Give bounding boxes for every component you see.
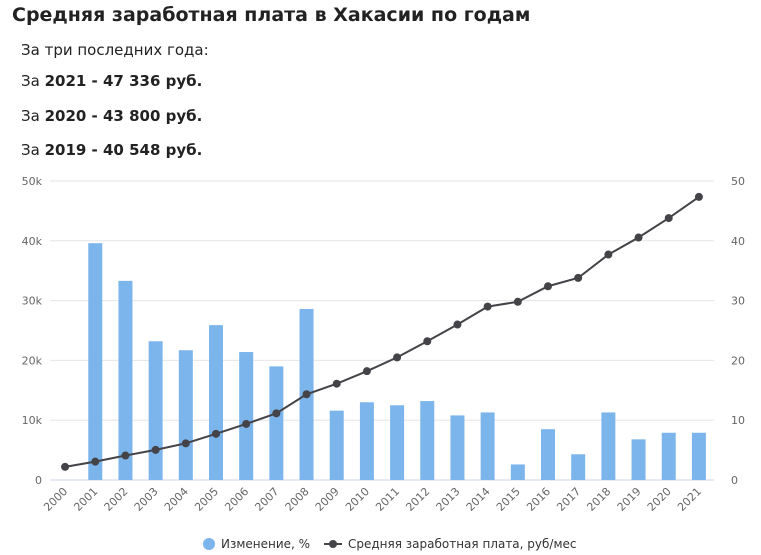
bar-2001[interactable] (88, 243, 103, 480)
x-tick-label: 2013 (434, 485, 463, 514)
bar-2009[interactable] (329, 410, 344, 480)
x-tick-label: 2008 (283, 485, 312, 514)
bar-2014[interactable] (480, 412, 495, 480)
y-right-tick-label: 10 (731, 414, 745, 427)
summary-line-2021: За 2021 - 47 336 руб. (21, 72, 203, 90)
summary-year: 2019 (44, 141, 87, 159)
line-series (61, 192, 703, 471)
x-tick-label: 2009 (313, 485, 342, 514)
x-tick-label: 2018 (584, 485, 613, 514)
salary-line (64, 196, 700, 468)
y-left-tick-label: 10k (22, 414, 43, 427)
salary-point-2015[interactable] (513, 297, 522, 306)
bar-2012[interactable] (420, 401, 435, 480)
bar-2005[interactable] (209, 325, 223, 480)
salary-point-2008[interactable] (302, 390, 311, 399)
salary-point-2002[interactable] (121, 451, 130, 460)
page-title: Средняя заработная плата в Хакасии по го… (12, 4, 531, 26)
legend-bar-marker[interactable] (203, 538, 215, 550)
salary-point-2019[interactable] (634, 233, 643, 242)
bar-2011[interactable] (390, 405, 405, 480)
x-tick-label: 2014 (464, 485, 493, 514)
bar-2016[interactable] (541, 429, 555, 480)
bar-2006[interactable] (239, 352, 254, 480)
salary-point-2016[interactable] (544, 282, 552, 291)
x-tick-label: 2011 (373, 485, 402, 514)
y-left-tick-label: 30k (22, 295, 43, 308)
salary-point-2003[interactable] (151, 445, 160, 454)
legend-line-dot[interactable] (329, 540, 337, 548)
summary-intro: За три последних года: (21, 41, 209, 59)
salary-point-2005[interactable] (212, 429, 220, 438)
y-right-tick-label: 40 (731, 235, 745, 248)
x-tick-label: 2021 (675, 485, 704, 514)
x-tick-label: 2004 (162, 485, 191, 514)
summary-value: 47 336 руб. (103, 72, 203, 90)
x-tick-label: 2019 (615, 485, 644, 514)
x-tick-label: 2000 (41, 485, 70, 514)
bar-2010[interactable] (359, 402, 374, 480)
x-tick-label: 2001 (71, 485, 100, 514)
y-left-tick-label: 20k (22, 354, 43, 367)
salary-point-2009[interactable] (332, 379, 341, 388)
x-tick-label: 2005 (192, 485, 221, 514)
legend-bar-label[interactable]: Изменение, % (221, 537, 310, 551)
bar-2017[interactable] (571, 454, 586, 480)
summary-line-2019: За 2019 - 40 548 руб. (21, 141, 203, 159)
summary-line-2020: За 2020 - 43 800 руб. (21, 107, 203, 125)
bar-2003[interactable] (148, 341, 163, 480)
summary-year: 2020 (44, 107, 87, 125)
summary-year: 2021 (44, 72, 87, 90)
y-right-tick-label: 50 (731, 175, 745, 188)
salary-point-2021[interactable] (694, 192, 703, 201)
bar-2020[interactable] (661, 432, 676, 480)
salary-point-2011[interactable] (393, 353, 402, 362)
bar-2018[interactable] (601, 412, 616, 480)
summary-value: 40 548 руб. (103, 141, 203, 159)
bar-2015[interactable] (510, 464, 525, 480)
salary-point-2010[interactable] (362, 367, 371, 376)
salary-point-2020[interactable] (664, 214, 673, 223)
x-tick-label: 2006 (222, 485, 251, 514)
y-right-tick-label: 30 (731, 295, 745, 308)
salary-point-2014[interactable] (483, 302, 492, 311)
x-tick-label: 2020 (645, 485, 674, 514)
summary-value: 43 800 руб. (103, 107, 203, 125)
y-left-tick-label: 0 (35, 474, 42, 487)
bar-2004[interactable] (178, 350, 193, 480)
salary-point-2013[interactable] (453, 320, 462, 329)
bar-2021[interactable] (691, 432, 706, 480)
x-tick-label: 2010 (343, 485, 372, 514)
x-tick-label: 2015 (494, 485, 523, 514)
bar-2019[interactable] (631, 439, 646, 480)
x-tick-label: 2002 (102, 485, 131, 514)
x-tick-label: 2016 (524, 485, 553, 514)
x-axis-labels: 2000 2001 2002 2003 2004 2005 2006 2007 2008 2009… (41, 485, 704, 514)
y-right-tick-label: 0 (731, 474, 738, 487)
salary-point-2004[interactable] (181, 439, 190, 448)
salary-point-2001[interactable] (91, 457, 100, 466)
salary-point-2018[interactable] (604, 250, 613, 259)
y-axis-left: 0 10k 20k 30k 40k 50k (22, 175, 43, 487)
bar-2002[interactable] (118, 280, 133, 480)
bar-series (88, 243, 706, 480)
y-left-tick-label: 40k (22, 235, 43, 248)
x-tick-label: 2017 (554, 485, 583, 514)
bar-2013[interactable] (450, 415, 465, 480)
salary-point-2007[interactable] (272, 409, 281, 418)
x-tick-label: 2007 (252, 485, 281, 514)
y-axis-right: 0 10 20 30 40 50 (731, 175, 745, 487)
bar-2007[interactable] (269, 366, 284, 480)
salary-point-2017[interactable] (574, 273, 583, 282)
salary-point-2000[interactable] (61, 462, 70, 471)
salary-point-2012[interactable] (423, 337, 432, 346)
x-tick-label: 2012 (403, 485, 432, 514)
y-left-tick-label: 50k (22, 175, 43, 188)
x-tick-label: 2003 (132, 485, 161, 514)
y-right-tick-label: 20 (731, 354, 745, 367)
salary-point-2006[interactable] (242, 419, 251, 428)
legend-line-label[interactable]: Средняя заработная плата, руб/мес (348, 537, 576, 551)
legend: Изменение, % Средняя заработная плата, ру… (203, 537, 576, 551)
